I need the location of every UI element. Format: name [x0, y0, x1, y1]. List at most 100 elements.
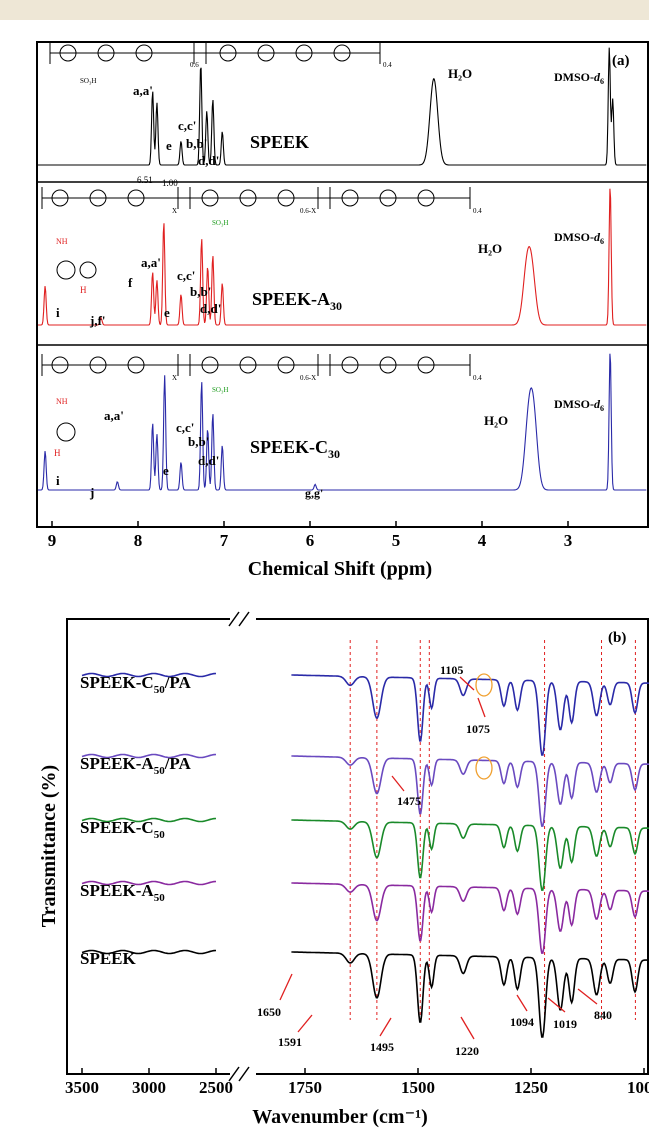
ftir-spectrum-4 — [81, 949, 649, 1038]
peak-label-i-3: i — [56, 473, 60, 488]
band-1650: 1650 — [257, 1005, 281, 1019]
ftir-tick-label-1000: 1000 — [627, 1078, 649, 1097]
label-dmso-3: DMSO-d6 — [554, 397, 604, 413]
peak-label-e-3: e — [163, 463, 169, 478]
ftir-spectrum-2 — [81, 817, 649, 891]
peak-label-cc-2: c,c' — [177, 268, 195, 283]
nmr-tick-label-4: 4 — [478, 531, 487, 550]
ftir-tick-label-3500: 3500 — [65, 1078, 99, 1097]
peak-label-e-1: e — [166, 138, 172, 153]
legend-c50pa: SPEEK-C50/PA — [80, 673, 192, 696]
nmr-tick-label-3: 3 — [564, 531, 573, 550]
label-dmso-1: DMSO-d6 — [554, 70, 604, 86]
nmr-spectrum-1 — [38, 188, 647, 326]
label-water-2: H₂O — [478, 241, 502, 256]
band-1495: 1495 — [370, 1040, 394, 1054]
integral-1: 6.51 — [137, 175, 153, 185]
label-a30: SPEEK-A30 — [252, 289, 342, 313]
struct-h-c30: H — [54, 448, 61, 458]
struct-sub-0.6: 0.6 — [190, 61, 199, 69]
ftir-y-axis-label: Transmittance (%) — [38, 765, 60, 927]
peak-label-jf-2: j,f' — [89, 313, 106, 328]
ftir-tick-label-1250: 1250 — [514, 1078, 548, 1097]
ftir-tick-label-1500: 1500 — [401, 1078, 435, 1097]
band-840: 840 — [594, 1008, 612, 1022]
ftir-tick-label-1750: 1750 — [288, 1078, 322, 1097]
peak-label-j-3: j — [89, 485, 94, 500]
struct-sub-x-c30: X — [172, 374, 177, 382]
peak-label-bb-2: b,b' — [190, 284, 211, 299]
ftir-spectrum-3 — [81, 880, 649, 954]
peak-label-e-2: e — [164, 305, 170, 320]
band-1075: 1075 — [466, 722, 490, 736]
band-1591: 1591 — [278, 1035, 302, 1049]
struct-h-a30: H — [80, 285, 87, 295]
ftir-x-axis-label: Wavenumber (cm⁻¹) — [252, 1106, 428, 1128]
struct-nh-a30: NH — [56, 237, 68, 246]
ftir-frame — [66, 618, 649, 1075]
band-annotations — [279, 673, 598, 1040]
struct-sub-0.6x-a30: 0.6-X — [300, 207, 316, 215]
label-dmso-2: DMSO-d6 — [554, 230, 604, 246]
nmr-tick-label-6: 6 — [306, 531, 315, 550]
ftir-spectrum-0 — [81, 672, 649, 756]
peak-label-dd-1: d,d' — [198, 153, 219, 168]
legend-a50: SPEEK-A50 — [80, 881, 165, 904]
nmr-frame — [36, 41, 649, 528]
struct-nh-c30: NH — [56, 397, 68, 406]
structure-speek — [49, 43, 381, 64]
peak-label-dd-2: d,d' — [200, 301, 221, 316]
peak-label-aa-3: a,a' — [104, 408, 124, 423]
nmr-spectrum-2 — [38, 353, 647, 491]
struct-so3h-speek: SO₃H — [80, 77, 96, 85]
label-water-1: H₂O — [448, 66, 472, 81]
nmr-spectrum-0 — [38, 47, 647, 166]
panel-a-label: (a) — [612, 53, 630, 69]
band-1105: 1105 — [440, 663, 463, 677]
nmr-x-axis-label: Chemical Shift (ppm) — [248, 558, 432, 580]
label-c30: SPEEK-C30 — [250, 437, 340, 461]
label-speek: SPEEK — [250, 132, 309, 152]
peak-label-gg-3: g,g' — [305, 486, 323, 500]
struct-sub-x-a30: X — [172, 207, 177, 215]
axis-break-marks — [228, 611, 250, 1082]
nmr-tick-label-5: 5 — [392, 531, 401, 550]
integral-2: 1.00 — [162, 178, 178, 188]
top-bar — [0, 0, 649, 20]
label-water-3: H₂O — [484, 413, 508, 428]
band-1019: 1019 — [553, 1017, 577, 1031]
ftir-tick-label-2500: 2500 — [199, 1078, 233, 1097]
legend-a50pa: SPEEK-A50/PA — [80, 754, 192, 777]
structure-c30 — [41, 354, 471, 442]
peak-label-f-2: f — [128, 275, 133, 290]
band-1094: 1094 — [510, 1015, 534, 1029]
peak-label-bb-3: b,b' — [188, 434, 209, 449]
peak-label-i-2: i — [56, 305, 60, 320]
peak-label-cc-3: c,c' — [176, 420, 194, 435]
axis-break-gap — [230, 608, 256, 1088]
struct-sub-0.6x-c30: 0.6-X — [300, 374, 316, 382]
peak-label-cc-1: c,c' — [178, 118, 196, 133]
struct-sub-0.4: 0.4 — [383, 61, 392, 69]
band-1220: 1220 — [455, 1044, 479, 1058]
struct-sub-0.4-a30: 0.4 — [473, 207, 482, 215]
nmr-panel: (a) 98765432 SO₃H 0.6 0.4 NH SO₃H H X 0.… — [36, 41, 649, 580]
struct-so3h-c30: SO₃H — [212, 386, 228, 394]
nmr-tick-label-9: 9 — [48, 531, 57, 550]
nmr-tick-label-8: 8 — [134, 531, 143, 550]
ftir-legend: SPEEK-C50/PA SPEEK-A50/PA SPEEK-C50 SPEE… — [80, 673, 192, 968]
struct-so3h-a30: SO₃H — [212, 219, 228, 227]
ftir-panel: (b) 3500300025001750150012501000750 SPEE… — [38, 608, 649, 1128]
legend-c50: SPEEK-C50 — [80, 818, 165, 841]
structure-a30 — [41, 187, 471, 280]
ftir-spectrum-1 — [81, 753, 649, 827]
panel-b-label: (b) — [608, 630, 626, 646]
peak-label-dd-3: d,d' — [198, 453, 219, 468]
struct-sub-0.4-c30: 0.4 — [473, 374, 482, 382]
nmr-tick-label-7: 7 — [220, 531, 229, 550]
peak-label-aa-2: a,a' — [141, 255, 161, 270]
band-1475: 1475 — [397, 794, 421, 808]
peak-label-aa-1: a,a' — [133, 83, 153, 98]
legend-speek: SPEEK — [80, 949, 137, 968]
peak-label-bb-1: b,b' — [186, 136, 207, 151]
